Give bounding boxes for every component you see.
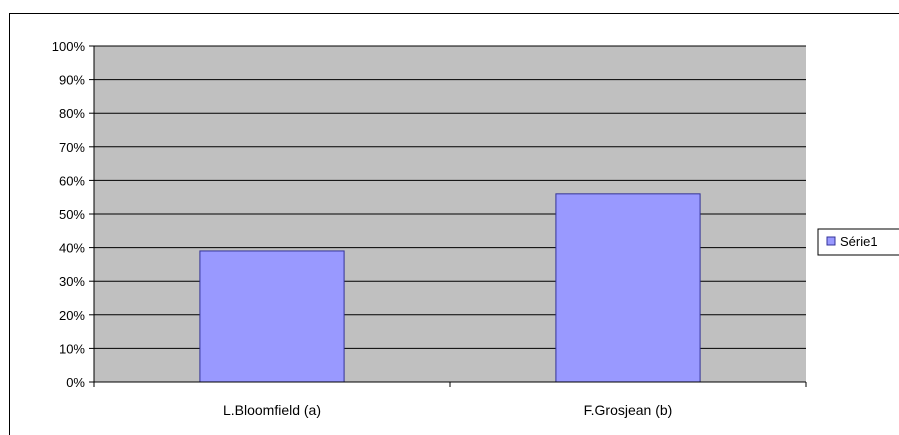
bar (199, 250, 345, 383)
y-tick-label: 30% (59, 274, 85, 289)
y-tick-label: 60% (59, 173, 85, 188)
bar (555, 193, 701, 383)
y-tick-label: 80% (59, 106, 85, 121)
y-tick-label: 20% (59, 308, 85, 323)
x-category-label: F.Grosjean (b) (584, 402, 673, 418)
x-category-labels: L.Bloomfield (a) F.Grosjean (b) (223, 402, 672, 418)
y-tick-label: 50% (59, 207, 85, 222)
y-tick-label: 10% (59, 341, 85, 356)
y-tick-label: 70% (59, 140, 85, 155)
bars (199, 193, 701, 383)
x-category-label: L.Bloomfield (a) (223, 402, 321, 418)
legend-label: Série1 (840, 234, 878, 249)
y-tick-label: 90% (59, 73, 85, 88)
y-tick-labels: 0% 10% 20% 30% 40% 50% 60% 70% 80% 90% 100% (52, 39, 86, 390)
y-tick-label: 100% (52, 39, 86, 54)
y-tick-label: 0% (66, 375, 85, 390)
legend: Série1 (817, 228, 899, 256)
axes (89, 45, 807, 387)
legend-swatch (826, 236, 836, 246)
y-tick-label: 40% (59, 241, 85, 256)
chart-frame (9, 13, 899, 435)
